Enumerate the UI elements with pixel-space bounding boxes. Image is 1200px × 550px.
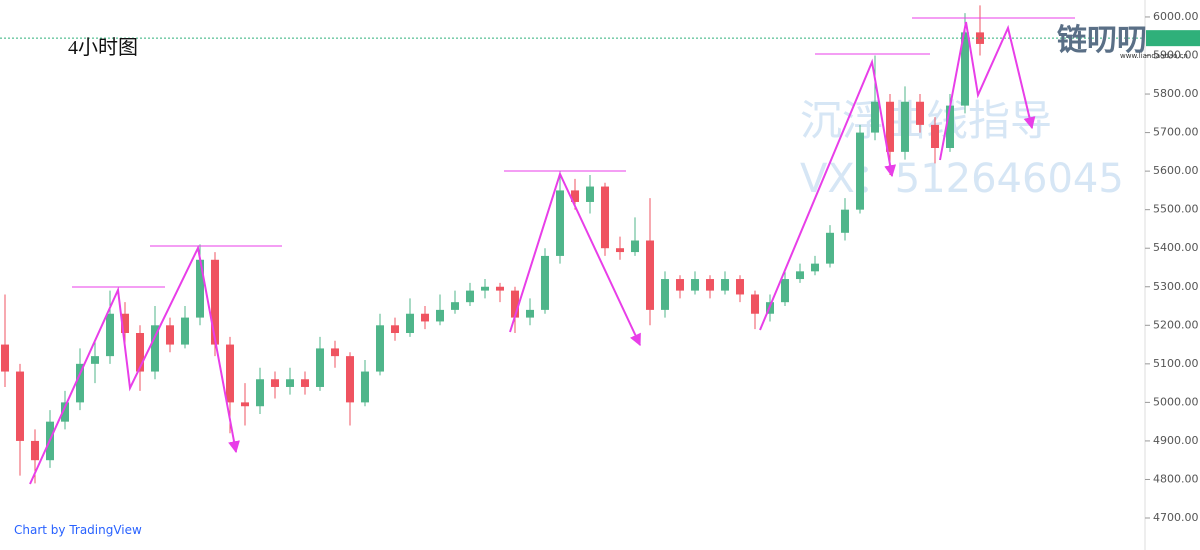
last-price-marker [1146,30,1200,47]
candle-body [316,348,324,387]
candle-body [421,313,429,322]
watermark: 沉浮曲线指导 VX：512646045 [800,96,1124,202]
y-tick-label: 5300.00 [1153,280,1199,293]
candle-body [481,286,489,291]
candle-body [166,325,174,345]
candle-body [601,186,609,249]
candle-body [121,313,129,334]
y-tick-label: 5200.00 [1153,318,1199,331]
candle-body [871,101,879,133]
candle-body [91,356,99,364]
y-tick-label: 5800.00 [1153,87,1199,100]
candle-body [646,240,654,310]
candle-body [961,32,969,106]
candle-body [106,313,114,357]
candle-body [916,101,924,125]
candle-body [241,402,249,407]
logo-url: www.liandaodao.cn [1120,52,1188,60]
plot-area [0,5,1145,484]
candle-body [301,379,309,387]
candle-body [76,363,84,403]
candle-body [271,379,279,387]
watermark-text: 沉浮曲线指导 [800,96,1052,145]
candle-body [1,344,9,372]
candle-body [226,344,234,403]
candle-body [706,279,714,291]
candle-body [151,325,159,372]
candle-body [931,124,939,149]
trend-arrow [939,21,1036,161]
candle-body [211,259,219,345]
candle-body [451,302,459,310]
y-tick-label: 6000.00 [1153,10,1199,23]
candle-body [736,279,744,295]
trend-arrow [759,58,897,331]
candle-body [361,371,369,403]
y-tick-label: 5500.00 [1153,203,1199,216]
candle-body [181,317,189,345]
candle-body [751,294,759,314]
candle-body [526,309,534,318]
candle-body [676,279,684,291]
trend-arrow [509,171,641,347]
candle-body [721,279,729,291]
candle-body [406,313,414,334]
candle-body [811,263,819,272]
candle-body [196,259,204,318]
y-tick-label: 5100.00 [1153,357,1199,370]
candle-body [826,232,834,264]
candle-body [571,190,579,202]
candle-body [781,279,789,303]
candle-body [436,309,444,322]
candle-body [346,356,354,403]
candle-body [466,290,474,303]
candle-body [31,440,39,461]
y-tick-label: 4900.00 [1153,434,1199,447]
candle-body [511,290,519,318]
candle-body [691,279,699,291]
candle-body [661,279,669,310]
candle-body [631,240,639,253]
candle-body [391,325,399,334]
y-tick-label: 4700.00 [1153,511,1199,524]
candle-body [61,402,69,422]
credit: Chart by TradingView [14,523,142,537]
y-tick-label: 5400.00 [1153,241,1199,254]
y-axis: 4700.00 4800.00 4900.00 5000.00 5100.00 5200.… [1145,10,1200,524]
candle-body [541,255,549,310]
y-tick-label: 5900.00 [1153,49,1199,62]
candle-body [946,105,954,149]
y-tick-label: 4800.00 [1153,472,1199,485]
candle-body [796,271,804,280]
trend-arrow [29,244,240,485]
candle-body [886,101,894,152]
y-tick-label: 5000.00 [1153,395,1199,408]
candle-body [556,190,564,256]
candle-body [856,132,864,210]
candle-body [331,348,339,357]
candle-body [16,371,24,441]
logo: 链叨叨 [1057,23,1147,58]
annotations [29,17,1075,485]
candle-body [586,186,594,202]
y-tick-label: 5700.00 [1153,126,1199,139]
candle-body [841,209,849,233]
candle-body [901,101,909,152]
candle-body [376,325,384,372]
watermark-text: VX：512646045 [800,156,1124,202]
y-tick-label: 5600.00 [1153,164,1199,177]
candle-body [286,379,294,387]
chart-title: 4小时图 [68,36,138,59]
candle-body [496,286,504,291]
candle-body [616,248,624,253]
candle-body [256,379,264,407]
candle-body [136,333,144,372]
